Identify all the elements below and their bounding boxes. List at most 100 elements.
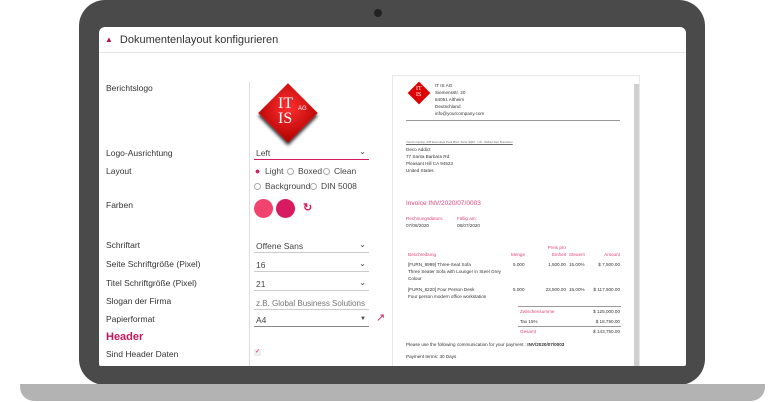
paper-format-value: A4	[256, 315, 267, 325]
company-line: Siemensstr. 20	[435, 90, 466, 95]
logo-alignment-label: Logo-Ausrichtung	[106, 148, 173, 158]
header-section-title: Header	[106, 331, 144, 343]
logo-text-1: IT	[278, 95, 294, 112]
due-date-value: 08/07/2020	[457, 223, 480, 228]
col-quantity: Menge	[511, 252, 526, 257]
page-font-size-label: Seite Schriftgröße (Pixel)	[106, 259, 201, 269]
chevron-down-icon: ⌄	[359, 147, 366, 156]
layout-option-clean[interactable]: Clean	[323, 166, 356, 176]
radio	[254, 183, 261, 190]
radio	[287, 168, 294, 175]
layout-option-din5008[interactable]: DIN 5008	[310, 181, 357, 191]
preview-scrollbar[interactable]	[634, 84, 639, 366]
invoice-date-label: Rechnungsdatum:	[406, 216, 444, 221]
secondary-color-swatch[interactable]	[276, 199, 295, 218]
paper-format-select[interactable]: A4 ▼	[254, 313, 369, 327]
line-qty: 5.000	[513, 262, 525, 267]
recipient-line: Pleasant Hill CA 94523	[406, 161, 453, 166]
radio-checked	[254, 168, 261, 175]
home-icon: ▲	[105, 35, 113, 44]
company-line: 84051 Altheim	[435, 97, 465, 102]
slogan-input[interactable]	[254, 295, 369, 310]
logo-label: Berichtslogo	[106, 83, 153, 93]
chevron-down-icon: ⌄	[359, 278, 366, 287]
tax-value: $ 18,750.00	[595, 319, 620, 324]
line-item: [FURN_8220] Four Person Desk Four person …	[408, 286, 503, 300]
communication-ref: INV/2020/07/0003	[527, 342, 565, 347]
payment-communication: Please use the following communication f…	[406, 341, 564, 348]
recipient-line: 77 Santa Barbara Rd	[406, 154, 450, 159]
app-window: ▲ Dokumentenlayout konfigurieren Bericht…	[99, 27, 686, 366]
document-preview: IT IS IT IS AG Siemensstr. 20 84051 Althe…	[392, 75, 640, 366]
line-code: [FURN_8220] Four Person Desk	[408, 287, 475, 292]
line-qty: 5.000	[513, 287, 525, 292]
recipient-line: Deco Addict	[406, 147, 431, 152]
option-label: Boxed	[298, 166, 323, 176]
paper-format-label: Papierformat	[106, 314, 155, 324]
company-line: info@yourcompany.com	[435, 111, 485, 116]
font-label: Schriftart	[106, 240, 141, 250]
layout-option-light[interactable]: Light	[254, 166, 283, 176]
totals-rule	[518, 306, 621, 307]
due-date-label: Fällig am:	[457, 216, 477, 221]
slogan-label: Slogan der Firma	[106, 296, 172, 306]
page-font-size-select[interactable]: 16 ⌄	[254, 258, 369, 272]
communication-text: Please use the following communication f…	[406, 342, 527, 347]
font-value: Offene Sans	[256, 241, 304, 251]
radio	[310, 183, 317, 190]
primary-color-swatch[interactable]	[254, 199, 273, 218]
company-address: IT IS AG Siemensstr. 20 84051 Altheim De…	[435, 82, 484, 117]
column-divider	[249, 82, 250, 366]
company-line: IT IS AG	[435, 83, 453, 88]
laptop-base	[20, 384, 765, 401]
logo-text-ag: AG	[298, 106, 307, 112]
col-amount: Amount	[604, 252, 620, 257]
font-select[interactable]: Offene Sans ⌄	[254, 239, 369, 253]
recipient-address: Deco Addict 77 Santa Barbara Rd Pleasant…	[406, 146, 453, 174]
due-date: Fällig am: 08/07/2020	[457, 215, 480, 229]
option-label: Background	[265, 181, 311, 191]
page-font-size-value: 16	[256, 260, 266, 270]
total-rule	[518, 326, 621, 327]
external-link-icon[interactable]: ↗	[376, 312, 386, 324]
title-font-size-select[interactable]: 21 ⌄	[254, 277, 369, 291]
logo-alignment-select[interactable]: Left ⌄	[254, 146, 369, 160]
title-font-size-label: Titel Schriftgröße (Pixel)	[106, 278, 197, 288]
chevron-down-icon: ⌄	[359, 259, 366, 268]
line-price: 23,500.00	[545, 287, 566, 292]
window-header: ▲ Dokumentenlayout konfigurieren	[99, 27, 686, 53]
line-code: [FURN_8999] Three-Seat Sofa	[408, 262, 471, 267]
total-label: Gesamt	[520, 329, 537, 334]
invoice-title: Invoice INV/2020/07/0003	[406, 200, 481, 207]
line-desc: Three Seater Sofa with Lounger in Steel …	[408, 269, 501, 281]
layout-option-background[interactable]: Background	[254, 181, 310, 191]
line-tax: 15.00%	[569, 262, 585, 267]
line-desc: Four person modern office workstation	[408, 294, 487, 299]
refresh-icon[interactable]: ↻	[303, 202, 313, 214]
preview-logo: IT IS	[407, 81, 431, 105]
header-rule	[406, 120, 620, 121]
logo-text-2: IS	[278, 110, 293, 127]
chevron-down-icon: ⌄	[359, 240, 366, 249]
col-description: Beschreibung	[408, 252, 437, 257]
title-font-size-value: 21	[256, 279, 266, 289]
line-amount: $ 7,500.00	[598, 262, 620, 267]
option-label: Clean	[334, 166, 357, 176]
layout-label: Layout	[106, 166, 132, 176]
line-item: [FURN_8999] Three-Seat Sofa Three Seater …	[408, 261, 503, 282]
radio	[323, 168, 330, 175]
caret-down-icon: ▼	[360, 316, 366, 322]
invoice-date-value: 07/08/2020	[406, 223, 429, 228]
line-amount: $ 117,500.00	[593, 287, 620, 292]
company-line: Deutschland	[435, 104, 461, 109]
total-value: $ 143,750.00	[593, 329, 620, 334]
header-data-checkbox[interactable]: ✓	[254, 349, 261, 356]
payment-terms: Payment terms: 30 Days	[406, 354, 457, 359]
company-logo[interactable]: IT IS AG	[258, 83, 318, 143]
col-unit-price: Preis pro Einheit	[547, 245, 566, 257]
layout-option-boxed[interactable]: Boxed	[287, 166, 322, 176]
recipient-line: United States	[406, 168, 434, 173]
window-title: Dokumentenlayout konfigurieren	[119, 33, 279, 46]
header-data-label: Sind Header Daten	[106, 349, 179, 359]
option-label: DIN 5008	[321, 181, 357, 191]
